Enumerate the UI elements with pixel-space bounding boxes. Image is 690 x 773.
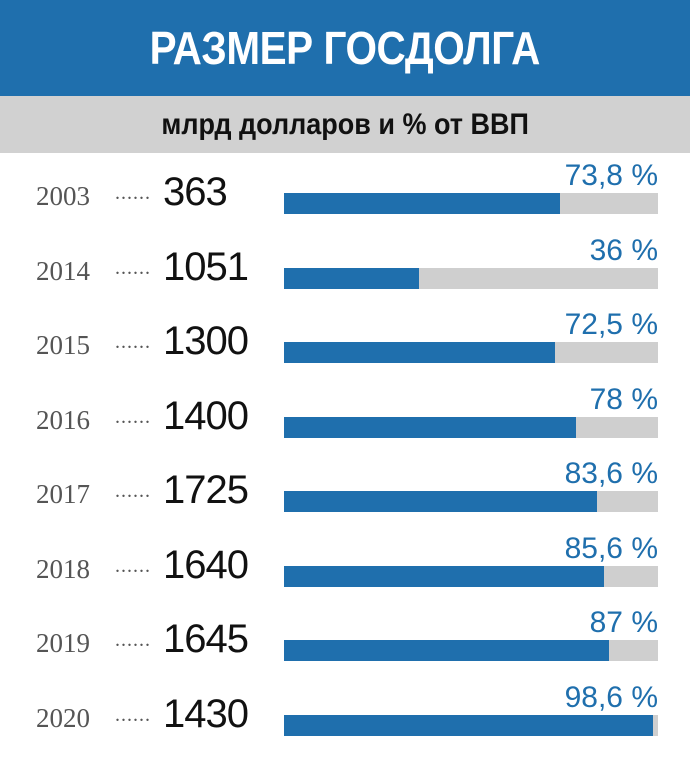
bar-track xyxy=(284,342,658,363)
chart-subtitle: млрд долларов и % от ВВП xyxy=(161,107,529,141)
leader-dots: ...... xyxy=(115,629,151,651)
year-label: 2018 xyxy=(36,554,90,584)
debt-bar-chart: 2003...... 363 73,8 % 2014...... 1051 36 % 201… xyxy=(0,153,690,773)
debt-amount: 1640 xyxy=(163,543,249,587)
debt-amount: 1300 xyxy=(163,319,249,363)
bar-row-2019: 2019...... 1645 87 % xyxy=(0,600,690,675)
bar-row-2014: 2014...... 1051 36 % xyxy=(0,228,690,303)
year-label: 2015 xyxy=(36,330,90,360)
bar-row-2020: 2020...... 1430 98,6 % xyxy=(0,675,690,750)
bar-row-2003: 2003...... 363 73,8 % xyxy=(0,153,690,228)
bar-fill xyxy=(284,566,604,587)
bar-fill xyxy=(284,715,653,736)
chart-title: РАЗМЕР ГОСДОЛГА xyxy=(149,22,541,74)
year-label: 2003 xyxy=(36,181,90,211)
leader-dots: ...... xyxy=(115,257,151,279)
bar-track xyxy=(284,491,658,512)
debt-amount: 363 xyxy=(163,170,228,214)
bar-row-2018: 2018...... 1640 85,6 % xyxy=(0,526,690,601)
gdp-percent-label: 83,6 % xyxy=(564,457,658,490)
bar-track xyxy=(284,268,658,289)
leader-dots: ...... xyxy=(115,480,151,502)
bar-fill xyxy=(284,491,597,512)
debt-amount: 1645 xyxy=(163,617,249,661)
year-label: 2014 xyxy=(36,256,90,286)
year-label: 2016 xyxy=(36,405,90,435)
gdp-percent-label: 36 % xyxy=(589,234,658,267)
leader-dots: ...... xyxy=(115,331,151,353)
debt-amount: 1430 xyxy=(163,692,249,736)
bar-track xyxy=(284,640,658,661)
gdp-percent-label: 98,6 % xyxy=(564,681,658,714)
leader-dots: ...... xyxy=(115,704,151,726)
subtitle-banner: млрд долларов и % от ВВП xyxy=(0,96,690,153)
bar-track xyxy=(284,417,658,438)
leader-dots: ...... xyxy=(115,555,151,577)
bar-row-2017: 2017...... 1725 83,6 % xyxy=(0,451,690,526)
leader-dots: ...... xyxy=(115,182,151,204)
leader-dots: ...... xyxy=(115,406,151,428)
gdp-percent-label: 87 % xyxy=(589,606,658,639)
year-label: 2019 xyxy=(36,628,90,658)
title-banner: РАЗМЕР ГОСДОЛГА xyxy=(0,0,690,96)
bar-track xyxy=(284,566,658,587)
gdp-percent-label: 72,5 % xyxy=(564,308,658,341)
bar-row-2016: 2016...... 1400 78 % xyxy=(0,377,690,452)
gdp-percent-label: 78 % xyxy=(589,383,658,416)
gdp-percent-label: 85,6 % xyxy=(564,532,658,565)
bar-fill xyxy=(284,417,576,438)
bar-fill xyxy=(284,640,609,661)
bar-fill xyxy=(284,342,555,363)
bar-track xyxy=(284,715,658,736)
year-label: 2020 xyxy=(36,703,90,733)
bar-row-2015: 2015...... 1300 72,5 % xyxy=(0,302,690,377)
bar-fill xyxy=(284,268,419,289)
bar-track xyxy=(284,193,658,214)
debt-amount: 1400 xyxy=(163,394,249,438)
bar-fill xyxy=(284,193,560,214)
debt-amount: 1725 xyxy=(163,468,249,512)
year-label: 2017 xyxy=(36,479,90,509)
debt-amount: 1051 xyxy=(163,245,249,289)
gdp-percent-label: 73,8 % xyxy=(564,159,658,192)
